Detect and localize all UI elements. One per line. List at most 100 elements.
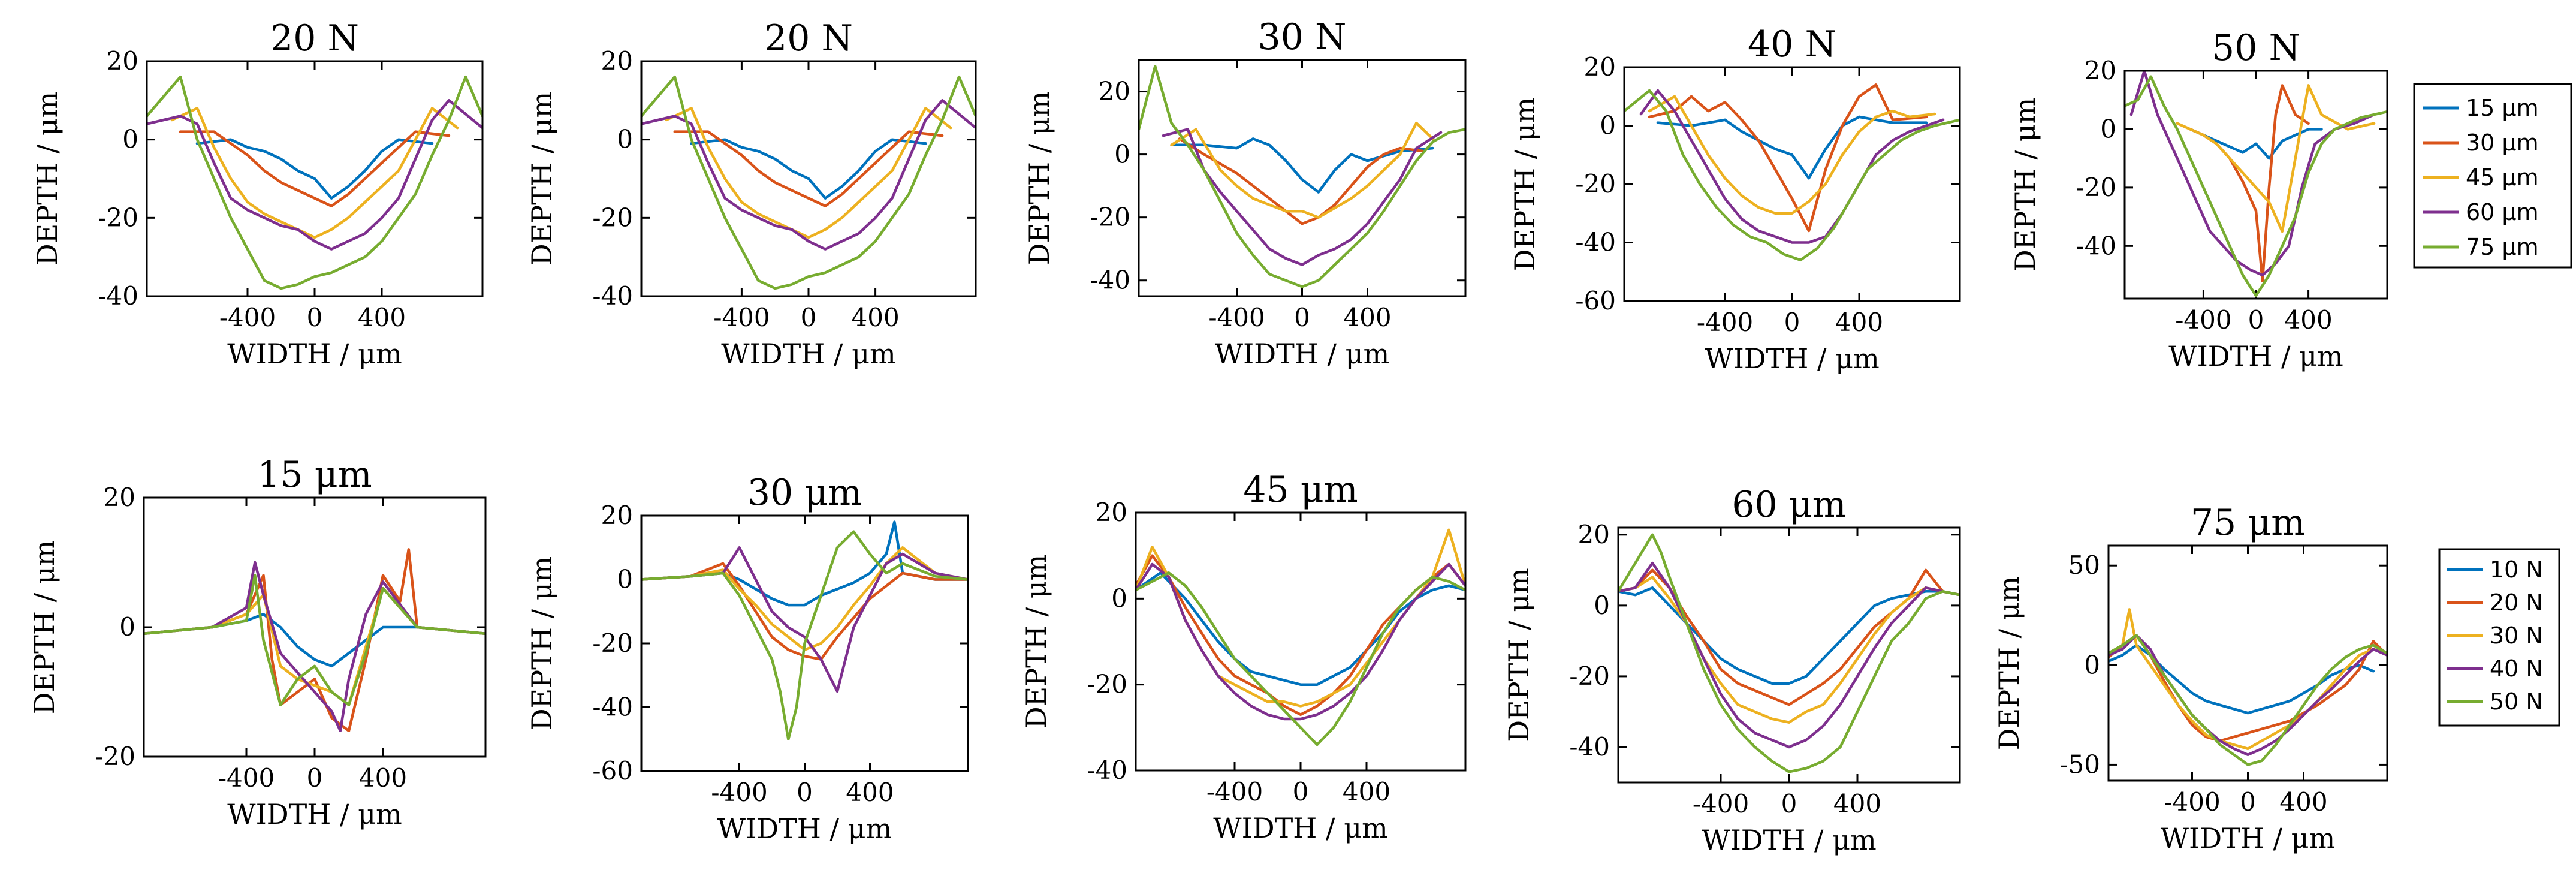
y-tick-label: -20 [592,203,633,232]
series-line [1139,65,1465,288]
series-line [2125,75,2387,297]
legend-top-label: 15 μm [2466,95,2539,121]
y-tick-label: -40 [2076,231,2116,260]
legend-bottom-label: 20 N [2490,589,2543,616]
x-tick-label: 400 [852,303,900,332]
chart-panel: 75 μm 50 0 -50 -400 0 400 WIDTH / μm DEPTH / μm [1993,502,2388,854]
series-line [1648,95,1936,215]
x-axis-label: WIDTH / μm [227,798,402,830]
y-tick-label: -20 [2076,173,2116,202]
y-tick-label: -20 [95,742,135,771]
series-line [1162,128,1443,266]
panel-title: 30 μm [747,472,862,514]
series-line [1656,115,1928,180]
legend-bottom-box [2438,548,2560,727]
series-line [673,130,944,207]
x-tick-label: 0 [1293,777,1309,806]
panel-title: 15 μm [257,454,372,496]
y-tick-label: -40 [98,281,138,311]
legend-top-entry: 45 μm [2423,164,2539,191]
legend-top-label: 60 μm [2466,199,2539,225]
y-tick-label: 20 [601,46,633,76]
y-axis-label: DEPTH / μm [28,540,61,714]
series-line [1170,137,1434,194]
y-tick-label: 0 [1594,591,1610,620]
series-line [641,546,968,693]
series-line [2109,608,2387,751]
panel-title: 75 μm [2191,502,2305,544]
y-tick-label: -40 [1569,732,1610,761]
series-line [2176,84,2376,233]
x-tick-label: 400 [358,303,406,332]
plot-frame [2123,70,2388,300]
chart-panel: 40 N 20 0 -20 -40 -60 -400 0 400 WIDTH / μm DEPTH … [1509,23,1961,375]
x-tick-label: -400 [2175,305,2231,335]
y-axis-label: DEPTH / μm [31,92,64,266]
series-line [1170,121,1434,219]
y-tick-label: 20 [104,483,135,512]
y-axis-label: DEPTH / μm [1509,97,1541,271]
plot-frame [2107,544,2388,782]
series-line [2109,634,2387,757]
y-tick-label: -60 [1575,286,1616,315]
legend-bottom-label: 10 N [2490,556,2543,583]
plot-area [1623,66,1961,302]
series-line [690,138,927,200]
chart-panel: 50 N 20 0 -20 -40 -400 0 400 WIDTH / μm DEPTH / μ… [2009,27,2388,372]
legend-bottom-entry: 30 N [2447,622,2543,649]
legend-bottom-label: 50 N [2490,688,2543,715]
series-line [1618,561,1960,749]
y-tick-label: -20 [1569,661,1610,691]
y-tick-label: 0 [2100,114,2116,143]
chart-panel: 20 N 20 0 -20 -40 -400 0 400 WIDTH / μm DEPTH / μ… [31,17,484,370]
series-line [147,99,482,251]
y-tick-label: 20 [601,501,633,530]
series-line [144,561,485,733]
chart-panel: 45 μm 20 0 -20 -40 -400 0 400 WIDTH / μm DEPTH / … [1020,469,1467,844]
x-tick-label: 400 [846,778,894,807]
x-tick-label: -400 [1697,308,1753,337]
x-tick-label: -400 [713,303,770,332]
chart-panel: 30 N 20 0 -20 -40 -400 0 400 WIDTH / μm DEPTH / μ… [1023,16,1467,370]
y-axis-label: DEPTH / μm [526,92,558,266]
x-axis-label: WIDTH / μm [1213,812,1387,844]
y-tick-label: -20 [1087,670,1127,699]
y-tick-label: 0 [617,565,633,594]
plot-frame [1138,59,1467,297]
y-axis-label: DEPTH / μm [1503,568,1535,742]
panel-title: 20 N [270,17,359,59]
y-tick-label: -40 [1575,228,1616,257]
y-tick-label: 20 [1099,77,1130,106]
y-tick-label: -40 [1087,755,1127,785]
plot-frame [143,496,487,758]
y-tick-label: -20 [98,203,138,232]
series-line [1624,89,1960,262]
y-tick-label: -50 [2059,749,2100,779]
plot-frame [1623,66,1961,302]
series-line [195,138,434,200]
y-tick-label: 0 [119,612,135,642]
series-line [641,99,976,251]
y-tick-label: -40 [1090,266,1130,295]
panel-title: 50 N [2212,27,2300,69]
series-line [179,130,451,207]
x-tick-label: 0 [1781,789,1797,818]
legend-top-label: 75 μm [2466,234,2539,260]
series-line [144,574,485,706]
plot-area [1617,526,1961,784]
x-tick-label: 400 [1833,789,1881,818]
panel-title: 20 N [764,17,853,59]
series-line [2109,634,2387,766]
x-tick-label: -400 [711,778,767,807]
chart-panel: 30 μm 20 0 -20 -40 -60 -400 0 400 WIDTH / μm DEPTH… [526,472,969,845]
plot-frame [146,60,484,297]
legend-top-entry: 60 μm [2423,199,2539,225]
series-line [1639,89,1945,244]
y-tick-label: 0 [1600,111,1616,140]
x-axis-label: WIDTH / μm [1215,338,1389,370]
plot-frame [640,60,977,297]
series-line [1618,576,1960,724]
legend-bottom-entry: 10 N [2447,556,2543,583]
